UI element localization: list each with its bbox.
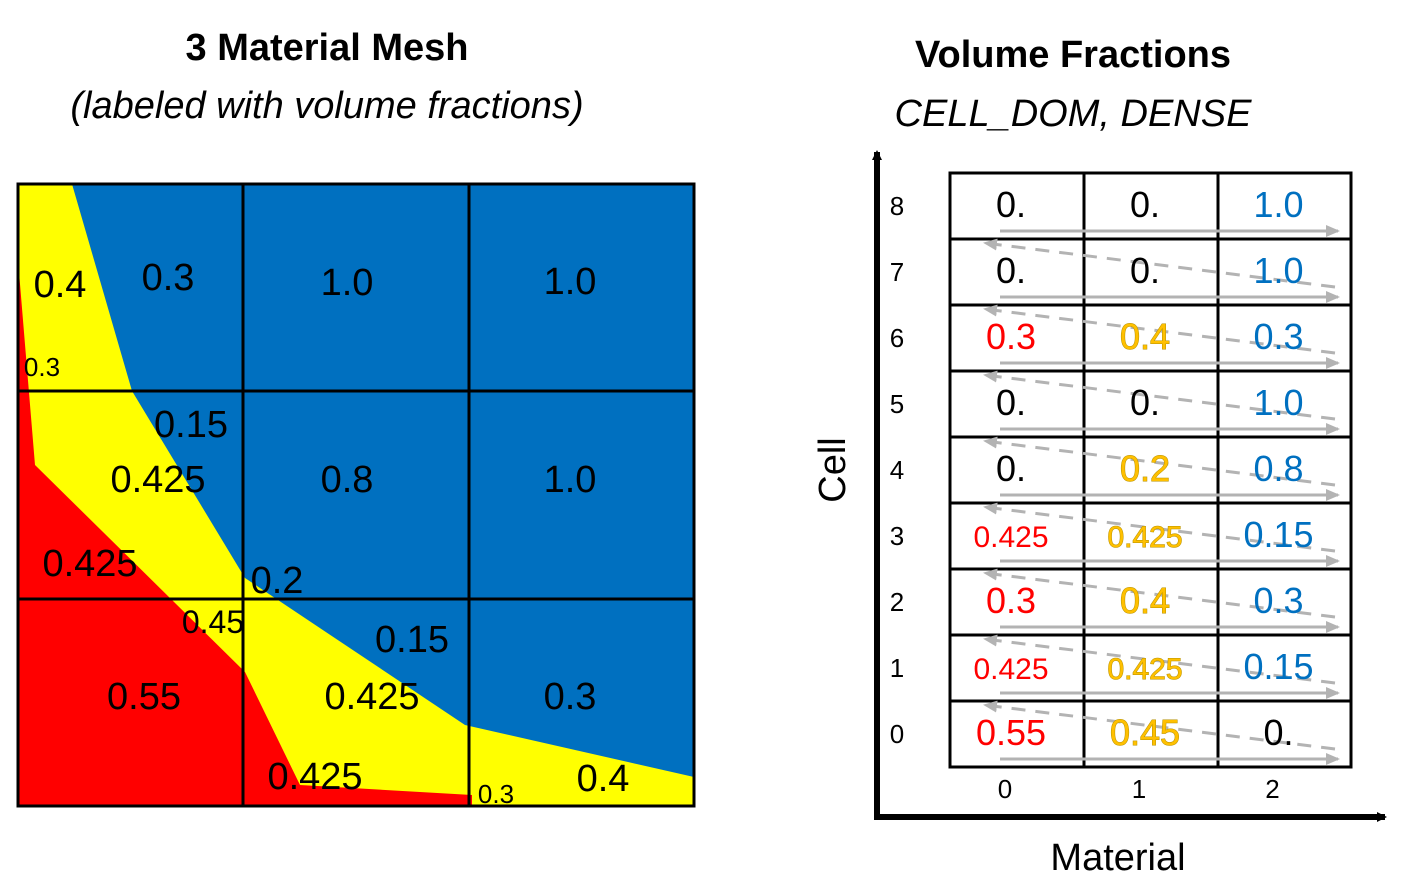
mesh-label: 0.4 bbox=[34, 264, 87, 306]
row-wrap-arrow bbox=[983, 238, 1336, 289]
material-0-region bbox=[18, 260, 472, 806]
mesh-label: 0.4 bbox=[577, 758, 630, 800]
mesh-label: 0.425 bbox=[42, 543, 137, 585]
vf-value: 0.2 bbox=[1120, 448, 1170, 489]
vf-value: 0. bbox=[996, 382, 1026, 423]
cell-tick-label: 1 bbox=[890, 653, 904, 683]
mesh-label: 0.3 bbox=[544, 676, 597, 718]
mesh-label: 0.15 bbox=[375, 619, 449, 661]
mesh-border bbox=[16, 182, 696, 808]
mesh-regions bbox=[18, 184, 694, 806]
material-tick-label: 1 bbox=[1132, 774, 1146, 804]
row-wrap-arrow bbox=[983, 436, 1336, 487]
mesh-label: 0.2 bbox=[251, 560, 304, 602]
row-wrap-arrow bbox=[983, 370, 1336, 421]
vf-value: 1.0 bbox=[1253, 250, 1303, 291]
mesh-label: 0.425 bbox=[267, 756, 362, 798]
cell-tick-label: 7 bbox=[890, 257, 904, 287]
vf-value: 0.8 bbox=[1253, 448, 1303, 489]
material-tick-label: 0 bbox=[998, 774, 1012, 804]
vf-cell-box bbox=[948, 633, 1086, 703]
mesh-label: 1.0 bbox=[544, 261, 597, 303]
vf-cell-box bbox=[1082, 435, 1220, 505]
material-axis-label: Material bbox=[1050, 837, 1185, 879]
vf-values: 0.55 0.45 0. 0.425 0.425 0.15 0.3 0.4 0.3 0.425 0.… bbox=[973, 184, 1313, 754]
vf-cell-box bbox=[1082, 699, 1220, 769]
vf-value: 0.425 bbox=[1107, 521, 1182, 554]
vf-cell-box bbox=[948, 237, 1086, 307]
vf-value: 0.425 bbox=[1107, 653, 1182, 686]
cell-axis-label: Cell bbox=[812, 437, 854, 502]
cell-tick-labels: 0 1 2 3 4 5 6 7 8 bbox=[890, 191, 904, 749]
cell-tick-label: 5 bbox=[890, 389, 904, 419]
mesh-label: 0.55 bbox=[107, 676, 181, 718]
cell-tick-label: 4 bbox=[890, 455, 904, 485]
vf-value: 0. bbox=[1130, 184, 1160, 225]
mesh-label: 0.3 bbox=[142, 257, 195, 299]
vf-value: 0.4 bbox=[1120, 580, 1170, 621]
vf-value: 0.425 bbox=[973, 653, 1048, 686]
vf-value: 0.45 bbox=[1110, 712, 1180, 753]
mesh-grid bbox=[16, 182, 696, 808]
vf-cell-box bbox=[1082, 501, 1220, 571]
row-wrap-arrow bbox=[983, 700, 1336, 751]
vf-cell-box bbox=[1082, 303, 1220, 373]
mesh-label: 0.3 bbox=[478, 779, 514, 809]
mesh-label: 0.3 bbox=[24, 352, 60, 382]
cell-tick-label: 2 bbox=[890, 587, 904, 617]
row-wrap-arrow bbox=[983, 634, 1336, 685]
vf-value: 0. bbox=[1130, 250, 1160, 291]
vf-value: 0. bbox=[996, 184, 1026, 225]
vf-value: 1.0 bbox=[1253, 382, 1303, 423]
cell-tick-label: 6 bbox=[890, 323, 904, 353]
row-wrap-arrow bbox=[983, 304, 1336, 355]
vf-subtitle: CELL_DOM, DENSE bbox=[895, 93, 1253, 135]
vf-value: 0. bbox=[1130, 382, 1160, 423]
vf-cell-box bbox=[1082, 171, 1220, 241]
mesh-labels: 0.4 0.3 0.3 1.0 1.0 0.15 0.425 0.8 1.0 0… bbox=[24, 257, 629, 809]
vf-value: 0.3 bbox=[1253, 316, 1303, 357]
vf-value: 0. bbox=[996, 448, 1026, 489]
vf-value: 0.3 bbox=[986, 580, 1036, 621]
vf-value: 0.55 bbox=[976, 712, 1046, 753]
vf-cell-box bbox=[948, 699, 1086, 769]
vf-table bbox=[948, 171, 1353, 769]
volume-fractions-panel: Volume Fractions CELL_DOM, DENSE Cell Ma… bbox=[812, 34, 1387, 879]
vf-value: 0.425 bbox=[973, 521, 1048, 554]
vf-value: 0.3 bbox=[986, 316, 1036, 357]
mesh-label: 0.45 bbox=[182, 604, 244, 640]
mesh-label: 0.8 bbox=[321, 459, 374, 501]
mesh-title: 3 Material Mesh bbox=[186, 27, 469, 69]
traversal-arrows bbox=[983, 225, 1340, 765]
row-wrap-arrow bbox=[983, 502, 1336, 553]
mesh-label: 0.15 bbox=[154, 404, 228, 446]
vf-value: 1.0 bbox=[1253, 184, 1303, 225]
cell-tick-label: 0 bbox=[890, 719, 904, 749]
material-tick-labels: 0 1 2 bbox=[998, 774, 1280, 804]
vf-value: 0.3 bbox=[1253, 580, 1303, 621]
mesh-label: 1.0 bbox=[321, 262, 374, 304]
mesh-label: 0.425 bbox=[324, 676, 419, 718]
mesh-label: 1.0 bbox=[544, 459, 597, 501]
cell-tick-label: 8 bbox=[890, 191, 904, 221]
vf-title: Volume Fractions bbox=[915, 34, 1231, 76]
vf-value: 0. bbox=[996, 250, 1026, 291]
vf-value: 0.15 bbox=[1243, 646, 1313, 687]
mesh-subtitle: (labeled with volume fractions) bbox=[70, 85, 583, 127]
row-wrap-arrow bbox=[983, 568, 1336, 619]
mesh-panel: 3 Material Mesh (labeled with volume fra… bbox=[16, 27, 696, 809]
vf-value: 0. bbox=[1263, 712, 1293, 753]
mesh-label: 0.425 bbox=[110, 459, 205, 501]
cell-tick-label: 3 bbox=[890, 521, 904, 551]
vf-value: 0.15 bbox=[1243, 514, 1313, 555]
material-tick-label: 2 bbox=[1265, 774, 1279, 804]
vf-value: 0.4 bbox=[1120, 316, 1170, 357]
vf-cell-box bbox=[948, 369, 1086, 439]
vf-cell-box bbox=[948, 567, 1086, 637]
